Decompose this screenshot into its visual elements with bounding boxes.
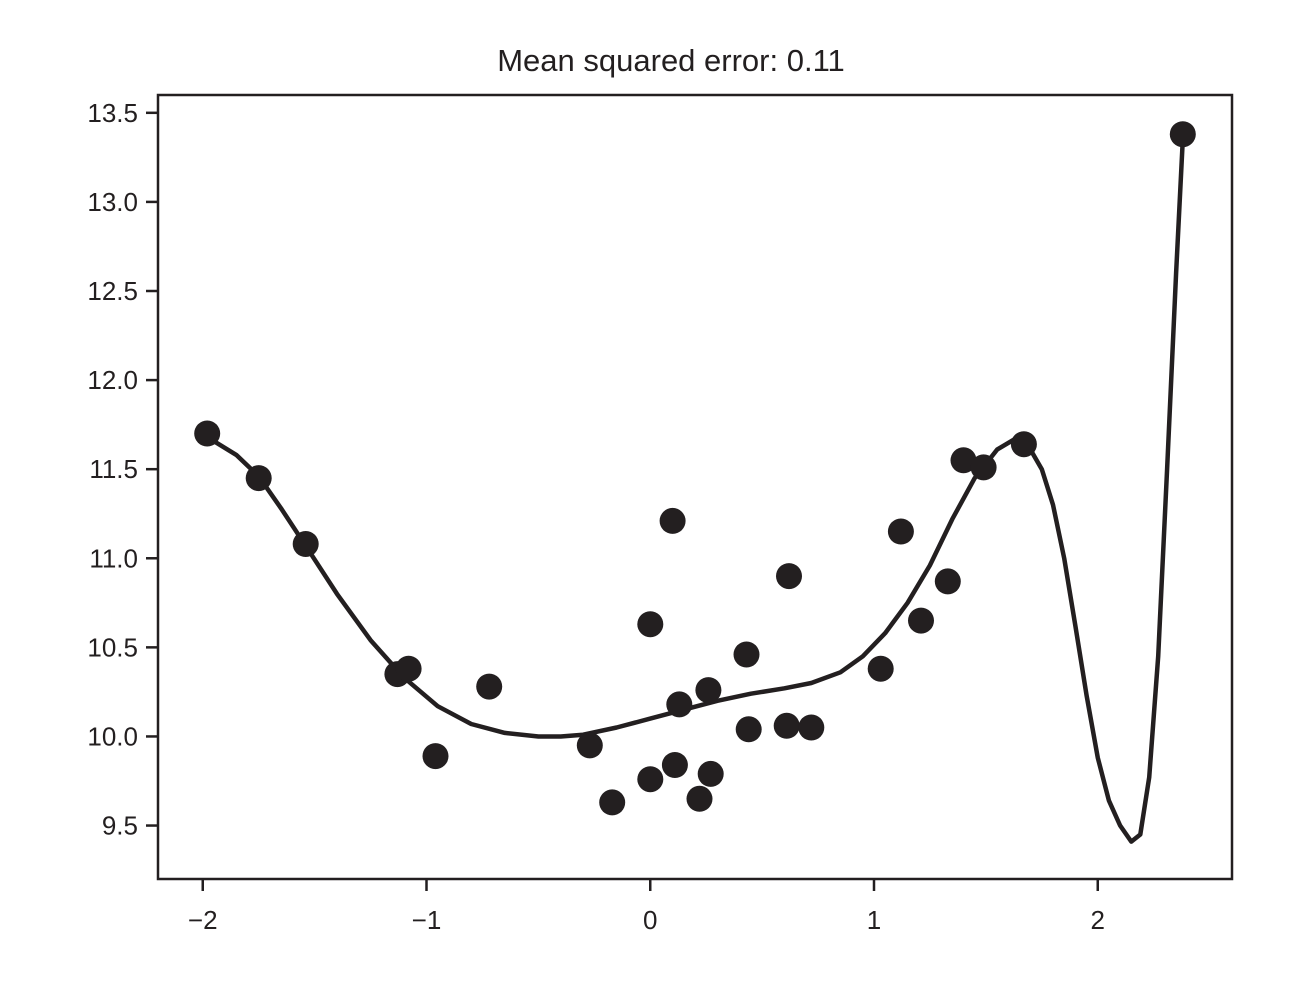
- data-point: [661, 752, 688, 778]
- data-point: [1169, 121, 1196, 148]
- y-tick-label: 9.5: [102, 811, 138, 841]
- x-tick-label: 2: [1091, 905, 1105, 935]
- data-point: [773, 712, 800, 739]
- data-points: [194, 121, 1196, 816]
- data-point: [950, 447, 977, 474]
- data-point: [776, 563, 802, 590]
- data-point: [637, 766, 664, 793]
- y-tick-label: 12.5: [87, 276, 138, 306]
- y-tick-label: 10.5: [87, 632, 138, 662]
- y-tick-label: 11.0: [89, 543, 138, 573]
- y-tick-label: 10.0: [87, 721, 138, 751]
- data-point: [476, 673, 503, 700]
- plot-frame: [156, 93, 1234, 881]
- data-point: [576, 732, 603, 759]
- data-point: [599, 789, 626, 816]
- data-point: [245, 465, 272, 492]
- data-point: [1010, 431, 1037, 458]
- data-point: [686, 785, 713, 812]
- data-point: [637, 611, 664, 638]
- y-tick-label: 12.0: [87, 365, 138, 395]
- data-point: [695, 677, 722, 704]
- x-tick-label: 1: [867, 905, 881, 935]
- chart-title: Mean squared error: 0.11: [497, 43, 845, 78]
- data-point: [733, 641, 760, 668]
- data-point: [908, 607, 934, 634]
- y-axis: 9.5 10.0 10.5 11.0 11.5 12.0 12.5 13.0 13.5: [87, 98, 158, 841]
- data-point: [395, 655, 422, 682]
- data-point: [422, 743, 449, 770]
- y-tick-label: 13.0: [87, 187, 138, 217]
- x-axis: −2 −1 0 1 2: [188, 879, 1105, 935]
- data-point: [697, 760, 724, 787]
- data-point: [887, 518, 914, 545]
- data-point: [735, 716, 762, 743]
- fit-line: [206, 139, 1186, 844]
- data-point: [970, 454, 997, 481]
- data-point: [798, 714, 825, 741]
- x-tick-label: 0: [643, 905, 657, 935]
- data-point: [867, 655, 894, 682]
- x-tick-label: −1: [412, 905, 442, 935]
- data-point: [659, 507, 686, 534]
- data-point: [292, 531, 319, 557]
- y-tick-label: 13.5: [87, 98, 138, 128]
- y-tick-label: 11.5: [89, 454, 138, 484]
- data-point: [934, 568, 961, 595]
- data-point: [194, 420, 221, 447]
- x-tick-label: −2: [188, 905, 218, 935]
- data-point: [666, 691, 693, 718]
